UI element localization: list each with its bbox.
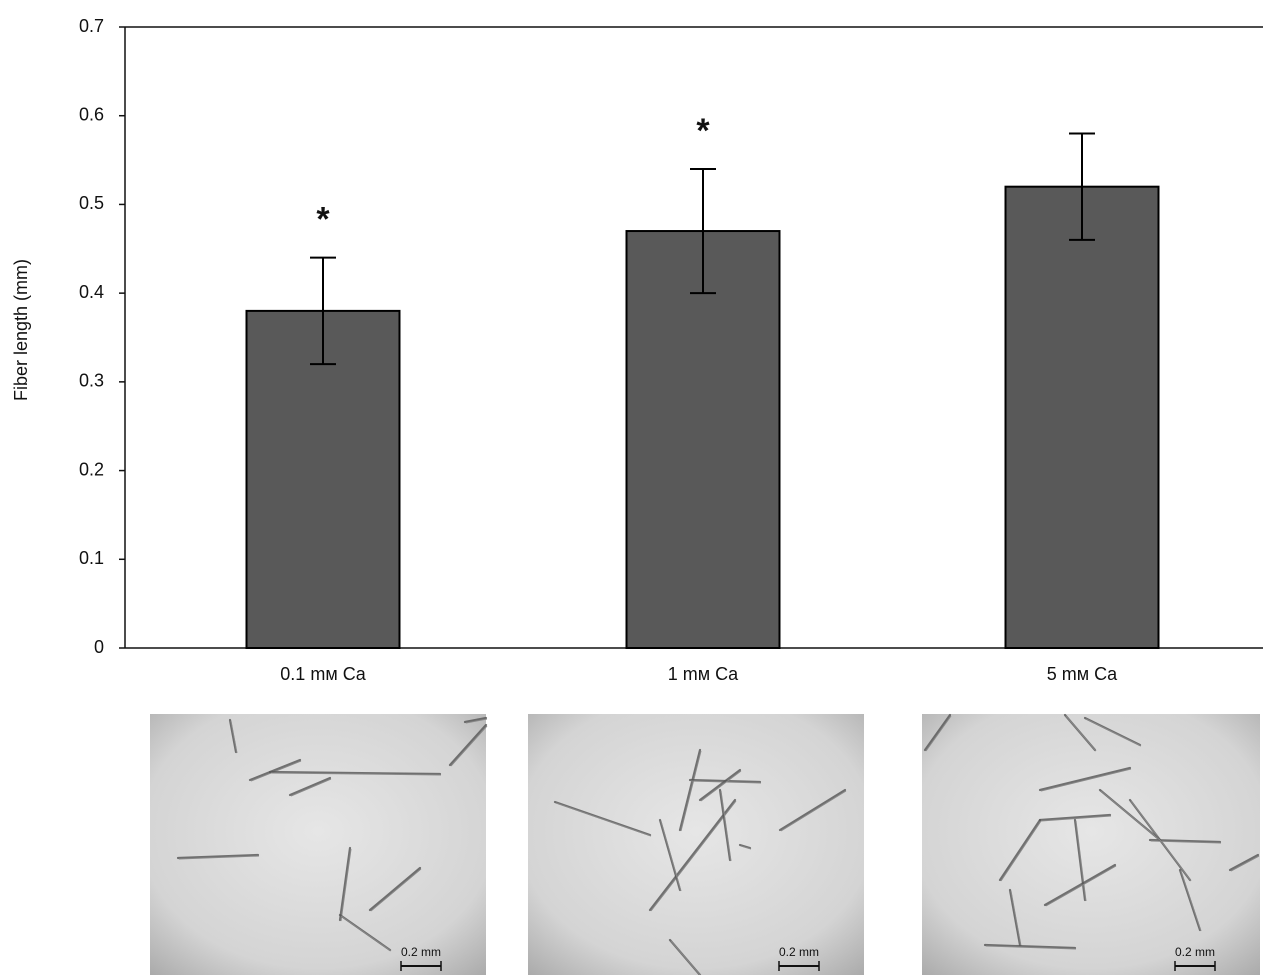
y-tick-label: 0.7 xyxy=(79,16,104,36)
micrograph: 0.2 mm xyxy=(528,714,864,975)
x-tick-label: 1 mм Ca xyxy=(668,664,739,684)
y-tick-label: 0.1 xyxy=(79,548,104,568)
scale-label: 0.2 mm xyxy=(1175,945,1215,959)
y-tick-label: 0 xyxy=(94,637,104,657)
x-tick-label: 5 mм Ca xyxy=(1047,664,1118,684)
y-tick-label: 0.3 xyxy=(79,371,104,391)
scale-label: 0.2 mm xyxy=(401,945,441,959)
scale-label: 0.2 mm xyxy=(779,945,819,959)
y-tick-label: 0.2 xyxy=(79,459,104,479)
y-axis-label: Fiber length (mm) xyxy=(11,259,31,401)
micrograph-background xyxy=(922,714,1260,975)
y-tick-label: 0.4 xyxy=(79,282,104,302)
bar xyxy=(1006,187,1159,648)
micrograph: 0.2 mm xyxy=(150,714,487,975)
y-tick-label: 0.5 xyxy=(79,193,104,213)
chart: Fiber length (mm) 0 0.1 0.2 0.3 0.4 0.5 0.6 0.7… xyxy=(0,0,1263,975)
y-tick-label: 0.6 xyxy=(79,104,104,124)
significance-marker: * xyxy=(696,112,710,150)
micrograph-background xyxy=(528,714,864,975)
significance-marker: * xyxy=(316,201,330,239)
micrograph: 0.2 mm xyxy=(922,714,1260,975)
page: Fiber length (mm) 0 0.1 0.2 0.3 0.4 0.5 0.6 0.7… xyxy=(0,0,1263,975)
micrograph-background xyxy=(150,714,486,975)
x-tick-label: 0.1 mм Ca xyxy=(280,664,366,684)
